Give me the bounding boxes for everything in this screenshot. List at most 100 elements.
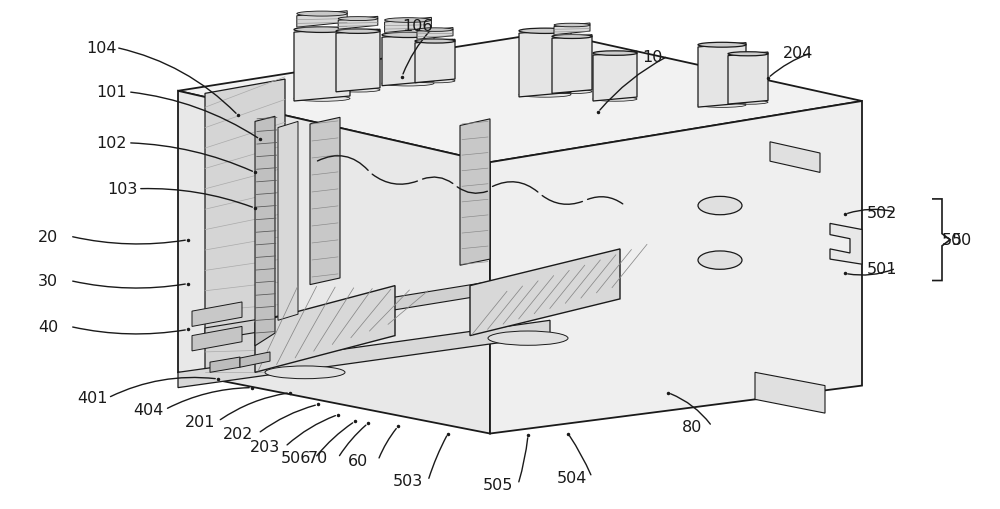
Text: 503: 503 [393, 473, 423, 489]
Ellipse shape [382, 33, 434, 39]
Ellipse shape [519, 93, 571, 98]
Polygon shape [178, 321, 550, 388]
Polygon shape [178, 92, 490, 434]
Text: 506: 506 [281, 450, 311, 466]
Polygon shape [554, 24, 590, 36]
FancyArrowPatch shape [457, 187, 487, 194]
Polygon shape [830, 224, 862, 265]
Text: 501: 501 [867, 261, 897, 276]
Ellipse shape [728, 101, 768, 105]
Ellipse shape [385, 19, 431, 23]
Polygon shape [294, 28, 350, 102]
Text: 60: 60 [348, 453, 368, 468]
FancyArrowPatch shape [403, 32, 430, 75]
Text: 10: 10 [642, 49, 662, 65]
FancyArrowPatch shape [848, 270, 893, 275]
Text: 204: 204 [783, 46, 813, 61]
Polygon shape [593, 52, 637, 102]
FancyArrowPatch shape [131, 144, 252, 172]
Ellipse shape [552, 90, 592, 94]
Ellipse shape [554, 24, 590, 28]
FancyArrowPatch shape [600, 59, 666, 111]
Ellipse shape [728, 52, 768, 56]
Text: 201: 201 [185, 414, 215, 429]
Polygon shape [255, 286, 395, 373]
Ellipse shape [336, 30, 380, 34]
Ellipse shape [294, 96, 350, 102]
FancyArrowPatch shape [73, 281, 185, 289]
Text: 80: 80 [682, 419, 702, 434]
FancyArrowPatch shape [588, 197, 623, 205]
Polygon shape [205, 80, 285, 373]
Ellipse shape [297, 12, 347, 17]
Ellipse shape [593, 52, 637, 56]
Polygon shape [338, 17, 378, 30]
Polygon shape [698, 44, 746, 108]
Ellipse shape [382, 81, 434, 87]
FancyArrowPatch shape [260, 405, 315, 432]
Ellipse shape [294, 27, 350, 34]
FancyArrowPatch shape [671, 394, 710, 425]
Ellipse shape [415, 79, 455, 83]
Text: 103: 103 [107, 182, 137, 197]
Polygon shape [417, 29, 453, 40]
Polygon shape [178, 33, 862, 163]
Text: 40: 40 [38, 319, 58, 334]
FancyArrowPatch shape [339, 426, 366, 456]
Text: 50: 50 [942, 233, 962, 248]
FancyArrowPatch shape [119, 49, 236, 114]
Text: 101: 101 [97, 85, 127, 100]
Text: 404: 404 [133, 402, 163, 417]
FancyArrowPatch shape [423, 178, 453, 184]
Text: 502: 502 [867, 205, 897, 220]
Ellipse shape [552, 35, 592, 39]
FancyArrowPatch shape [73, 237, 185, 244]
Ellipse shape [415, 40, 455, 44]
Polygon shape [240, 352, 270, 367]
Polygon shape [470, 249, 620, 336]
FancyArrowPatch shape [570, 436, 591, 475]
FancyArrowPatch shape [317, 156, 368, 171]
FancyArrowPatch shape [73, 327, 185, 334]
Text: 30: 30 [38, 273, 58, 289]
Polygon shape [755, 373, 825, 413]
FancyArrowPatch shape [110, 378, 215, 397]
Polygon shape [385, 18, 431, 34]
Polygon shape [255, 117, 275, 346]
Polygon shape [728, 53, 768, 105]
Ellipse shape [593, 98, 637, 102]
Ellipse shape [698, 103, 746, 108]
Polygon shape [460, 120, 490, 266]
Polygon shape [192, 327, 242, 351]
FancyArrowPatch shape [317, 423, 353, 456]
Polygon shape [519, 30, 571, 98]
Polygon shape [310, 118, 340, 285]
FancyArrowPatch shape [492, 182, 538, 192]
Text: 104: 104 [87, 41, 117, 56]
FancyArrowPatch shape [287, 416, 335, 445]
FancyArrowPatch shape [379, 429, 396, 458]
Text: 504: 504 [557, 470, 587, 485]
Ellipse shape [336, 89, 380, 93]
FancyArrowPatch shape [429, 436, 447, 478]
Polygon shape [552, 36, 592, 94]
Polygon shape [490, 102, 862, 434]
Ellipse shape [698, 251, 742, 270]
FancyArrowPatch shape [770, 54, 809, 77]
Polygon shape [336, 30, 380, 93]
FancyArrowPatch shape [519, 438, 528, 482]
Ellipse shape [488, 331, 568, 346]
Ellipse shape [417, 29, 453, 33]
Polygon shape [192, 302, 242, 327]
FancyArrowPatch shape [848, 210, 893, 214]
Ellipse shape [698, 43, 746, 48]
Text: 20: 20 [38, 229, 58, 244]
Text: 505: 505 [483, 477, 513, 492]
Polygon shape [382, 34, 434, 87]
Text: 203: 203 [250, 439, 280, 455]
Polygon shape [278, 122, 298, 321]
FancyArrowPatch shape [542, 196, 582, 205]
Text: 202: 202 [223, 426, 253, 441]
Polygon shape [210, 357, 240, 373]
Text: 102: 102 [97, 136, 127, 151]
